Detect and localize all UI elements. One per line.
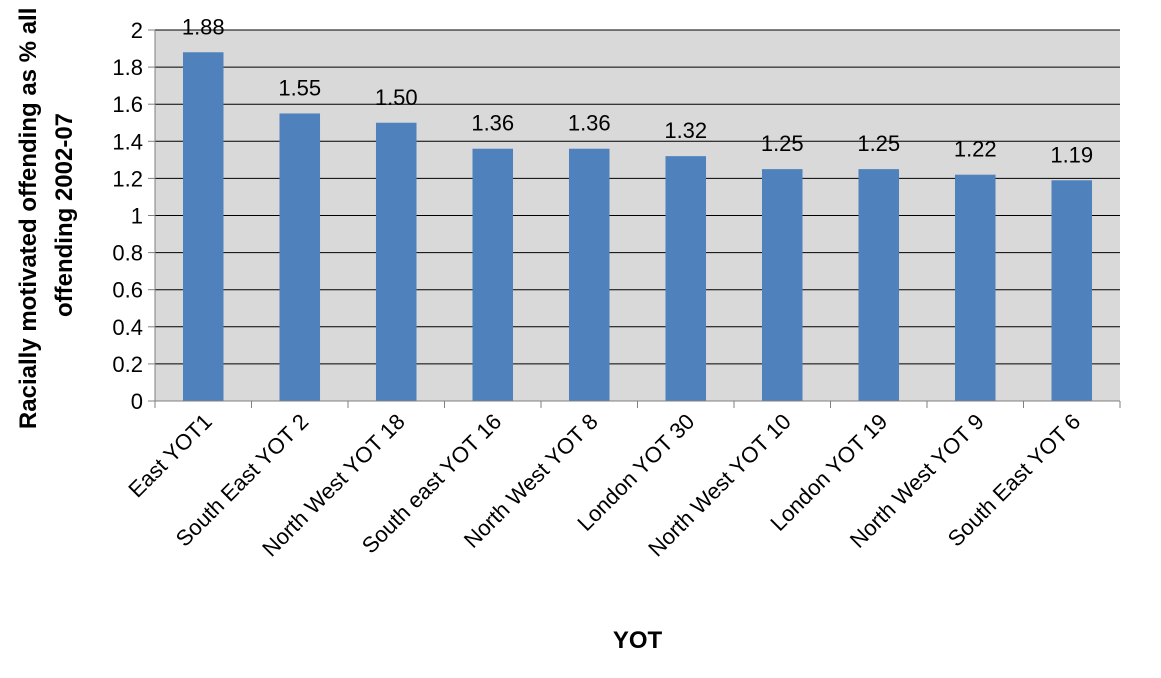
bar xyxy=(761,169,803,401)
bar xyxy=(665,156,707,401)
y-tick-label: 0.4 xyxy=(112,315,143,340)
bar xyxy=(1051,180,1093,401)
x-tick-label: East YOT1 xyxy=(123,409,216,502)
axes xyxy=(148,29,1121,408)
bar xyxy=(568,148,610,401)
bar xyxy=(375,122,417,401)
data-label: 1.88 xyxy=(182,14,225,39)
y-axis-title: Racially motivated offending as % all of… xyxy=(15,1,78,429)
bar xyxy=(472,148,514,401)
y-tick-label: 0.8 xyxy=(112,241,143,266)
data-label: 1.19 xyxy=(1050,142,1093,167)
data-label: 1.50 xyxy=(375,85,418,110)
y-axis-title-line-1: Racially motivated offending as % all xyxy=(15,8,42,429)
y-tick-label: 0.2 xyxy=(112,352,143,377)
data-label: 1.25 xyxy=(857,131,900,156)
bar xyxy=(279,113,321,401)
y-tick-label: 0 xyxy=(131,389,143,414)
data-label: 1.22 xyxy=(954,137,997,162)
bar xyxy=(182,52,224,401)
data-labels: 1.88 1.55 1.50 1.36 1.36 1.32 1.25 1.25 1.22 1.19 xyxy=(182,14,1093,167)
y-tick-label: 0.6 xyxy=(112,278,143,303)
x-axis-title: YOT xyxy=(613,627,663,654)
y-axis-title-line-2: offending 2002-07 xyxy=(51,113,78,317)
bar xyxy=(954,174,996,401)
bar xyxy=(858,169,900,401)
data-label: 1.36 xyxy=(568,111,611,136)
data-label: 1.36 xyxy=(471,111,514,136)
y-tick-labels: 0 0.2 0.4 0.6 0.8 1 1.2 1.4 1.6 1.8 2 xyxy=(112,18,143,414)
y-tick-label: 1 xyxy=(131,204,143,229)
y-tick-label: 1.2 xyxy=(112,166,143,191)
y-tick-label: 1.6 xyxy=(112,92,143,117)
y-tick-label: 2 xyxy=(131,18,143,43)
data-label: 1.32 xyxy=(664,118,707,143)
data-label: 1.55 xyxy=(278,75,321,100)
bars xyxy=(182,52,1093,401)
y-tick-label: 1.4 xyxy=(112,129,143,154)
data-label: 1.25 xyxy=(761,131,804,156)
y-tick-label: 1.8 xyxy=(112,55,143,80)
